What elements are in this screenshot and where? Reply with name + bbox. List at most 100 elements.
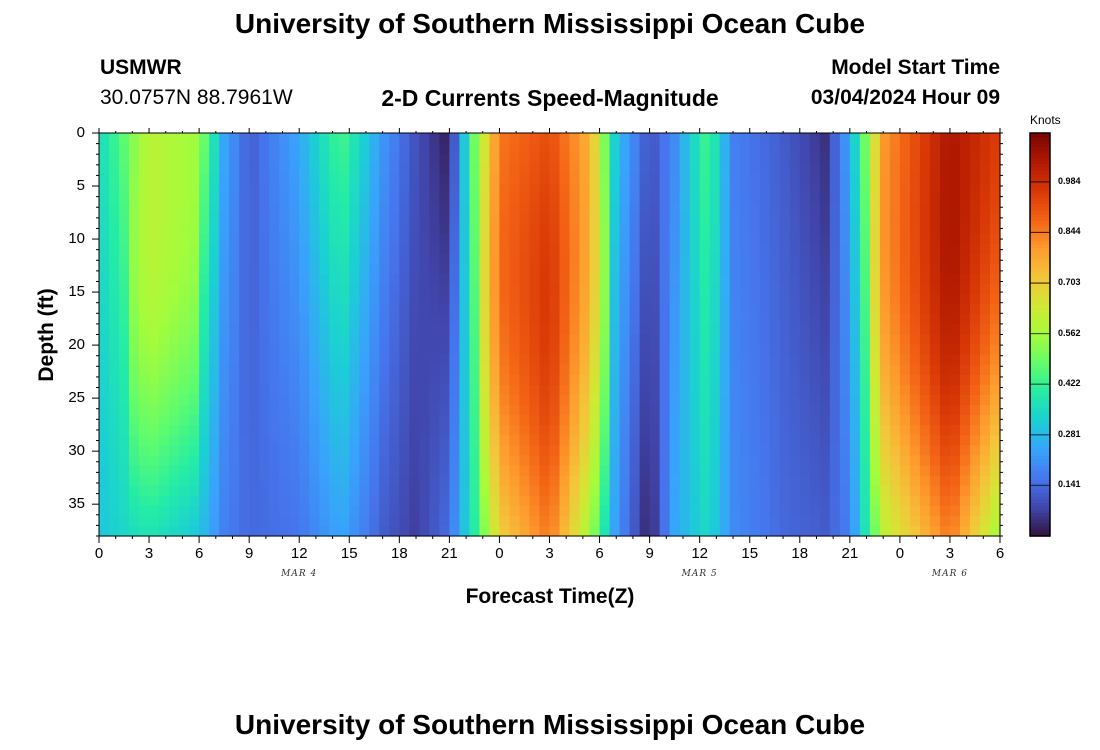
heatmap-cell — [689, 153, 701, 164]
heatmap-cell — [239, 465, 250, 477]
heatmap-cell — [119, 173, 130, 184]
heatmap-cell — [129, 153, 140, 164]
heatmap-cell — [199, 425, 210, 436]
heatmap-cell — [359, 405, 370, 416]
heatmap-cell — [139, 465, 150, 477]
heatmap-cell — [709, 173, 721, 184]
heatmap-cell — [329, 505, 340, 517]
colorbar-swatch — [1030, 381, 1050, 386]
heatmap-cell — [369, 243, 380, 255]
heatmap-cell — [219, 394, 230, 406]
heatmap-cell — [149, 354, 160, 366]
heatmap-cell — [669, 153, 681, 164]
heatmap-cell — [749, 354, 761, 366]
heatmap-cell — [729, 153, 741, 164]
heatmap-cell — [789, 364, 801, 376]
heatmap-cell — [459, 425, 471, 436]
heatmap-cell — [619, 435, 631, 446]
heatmap-cell — [179, 243, 190, 255]
heatmap-cell — [529, 223, 541, 235]
heatmap-cell — [799, 193, 811, 205]
heatmap-cell — [319, 163, 330, 174]
heatmap-cell — [829, 334, 841, 346]
heatmap-cell — [379, 223, 390, 235]
heatmap-cell — [739, 465, 751, 477]
heatmap-cell — [889, 193, 901, 205]
heatmap-cell — [509, 465, 521, 477]
heatmap-cell — [859, 425, 871, 436]
heatmap-cell — [459, 183, 471, 195]
heatmap-cell — [379, 505, 390, 517]
heatmap-cell — [269, 163, 280, 174]
heatmap-cell — [399, 173, 410, 184]
heatmap-cell — [379, 263, 390, 275]
heatmap-cell — [639, 143, 651, 154]
heatmap-cell — [779, 173, 791, 184]
heatmap-cell — [219, 274, 230, 285]
heatmap-cell — [339, 495, 350, 507]
heatmap-cell — [499, 213, 511, 225]
heatmap-cell — [679, 183, 691, 195]
heatmap-cell — [459, 253, 471, 265]
heatmap-cell — [569, 263, 581, 275]
heatmap-cell — [859, 193, 871, 205]
heatmap-cell — [939, 233, 951, 245]
heatmap-cell — [129, 203, 140, 215]
heatmap-cell — [829, 324, 841, 336]
heatmap-cell — [909, 435, 921, 446]
heatmap-cell — [239, 415, 250, 426]
heatmap-cell — [319, 465, 330, 477]
heatmap-cell — [789, 163, 801, 174]
x-tick-label: 3 — [945, 545, 955, 562]
heatmap-cell — [99, 274, 110, 285]
heatmap-cell — [909, 163, 921, 174]
heatmap-cell — [449, 223, 460, 235]
heatmap-cell — [989, 354, 1001, 366]
heatmap-cell — [299, 334, 310, 346]
heatmap-cell — [489, 475, 501, 487]
heatmap-cell — [379, 495, 390, 507]
heatmap-cell — [649, 374, 661, 386]
heatmap-cell — [439, 495, 450, 507]
heatmap-cell — [469, 314, 481, 326]
heatmap-cell — [299, 173, 310, 184]
heatmap-cell — [259, 294, 270, 305]
heatmap-cell — [449, 505, 460, 517]
heatmap-cell — [529, 485, 541, 497]
heatmap-cell — [719, 304, 731, 315]
heatmap-cell — [659, 344, 671, 356]
heatmap-cell — [549, 475, 561, 487]
heatmap-cell — [659, 274, 671, 285]
heatmap-cell — [289, 304, 300, 315]
heatmap-cell — [399, 394, 410, 406]
heatmap-cell — [679, 284, 691, 295]
heatmap-cell — [979, 334, 991, 346]
heatmap-cell — [279, 334, 290, 346]
heatmap-cell — [769, 344, 781, 356]
heatmap-cell — [889, 435, 901, 446]
heatmap-cell — [959, 304, 971, 315]
heatmap-cell — [839, 475, 851, 487]
heatmap-cell — [359, 364, 370, 376]
heatmap-cell — [219, 314, 230, 326]
heatmap-cell — [709, 455, 721, 467]
heatmap-cell — [159, 223, 170, 235]
heatmap-cell — [879, 173, 891, 184]
heatmap-cell — [839, 495, 851, 507]
heatmap-cell — [229, 183, 240, 195]
heatmap-cell — [199, 344, 210, 356]
heatmap-cell — [289, 133, 300, 144]
heatmap-cell — [489, 223, 501, 235]
x-tick-label: 18 — [390, 545, 408, 562]
heatmap-cell — [339, 133, 350, 144]
heatmap-cell — [859, 394, 871, 406]
heatmap-cell — [319, 304, 330, 315]
heatmap-cell — [579, 173, 591, 184]
heatmap-cell — [159, 364, 170, 376]
heatmap-cell — [269, 183, 280, 195]
heatmap-cell — [639, 475, 651, 487]
heatmap-cell — [749, 173, 761, 184]
heatmap-cell — [219, 334, 230, 346]
heatmap-cell — [149, 455, 160, 467]
heatmap-cell — [439, 455, 450, 467]
